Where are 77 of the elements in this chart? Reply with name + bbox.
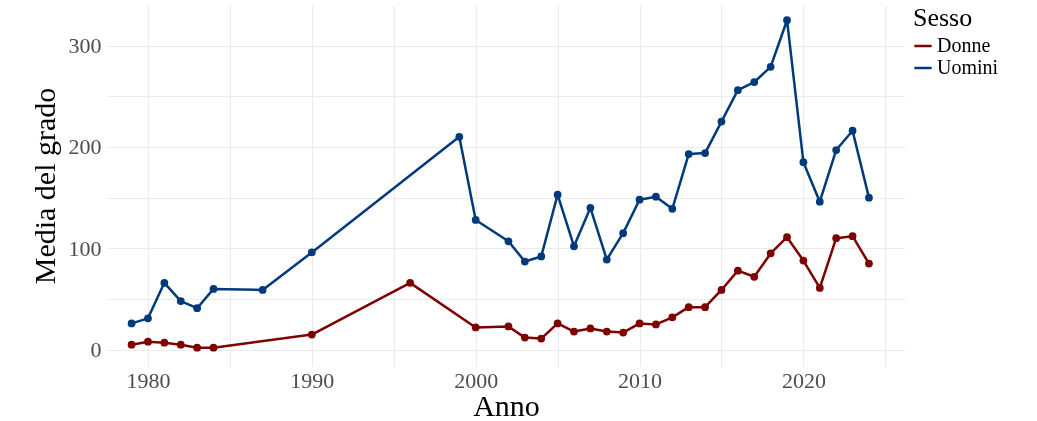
x-tick-label: 2010 xyxy=(618,367,663,393)
point xyxy=(193,304,201,313)
point xyxy=(701,303,709,312)
point xyxy=(717,286,726,294)
point xyxy=(553,190,562,199)
point xyxy=(504,237,513,246)
point xyxy=(652,192,660,201)
y-tick-label: 0 xyxy=(90,337,102,363)
point xyxy=(307,248,316,257)
point xyxy=(783,16,791,25)
point xyxy=(258,286,267,294)
x-tick-label: 1990 xyxy=(290,367,335,393)
point xyxy=(619,229,628,238)
point xyxy=(144,337,152,346)
point xyxy=(717,117,726,126)
point xyxy=(193,343,201,352)
point xyxy=(815,284,824,292)
legend-label: Donne xyxy=(937,34,991,56)
y-axis-title: Media del grado xyxy=(27,87,61,285)
point xyxy=(307,330,316,339)
point xyxy=(733,266,742,275)
point xyxy=(144,314,152,323)
point xyxy=(701,149,709,157)
point xyxy=(848,126,857,135)
point xyxy=(553,319,562,328)
point xyxy=(766,62,775,71)
point xyxy=(586,203,595,212)
point xyxy=(455,132,464,141)
point xyxy=(799,158,808,167)
point xyxy=(848,232,857,241)
point xyxy=(668,313,677,322)
point xyxy=(209,285,218,293)
point xyxy=(520,257,529,266)
point xyxy=(602,327,611,336)
point xyxy=(602,255,611,264)
point xyxy=(832,146,841,154)
point xyxy=(832,234,841,243)
point xyxy=(127,319,136,328)
point xyxy=(504,322,513,331)
point xyxy=(766,249,775,258)
point xyxy=(799,256,808,265)
point xyxy=(570,327,578,336)
point xyxy=(635,319,644,328)
y-tick-label: 300 xyxy=(68,33,102,59)
point xyxy=(176,340,185,349)
point xyxy=(160,278,169,287)
legend-label: Uomini xyxy=(937,56,999,78)
point xyxy=(635,195,644,204)
point xyxy=(127,340,136,349)
point xyxy=(750,78,759,86)
y-tick-label: 200 xyxy=(68,134,102,160)
point xyxy=(160,338,169,347)
x-tick-label: 2020 xyxy=(781,367,826,393)
legend-title: Sesso xyxy=(913,3,973,32)
point xyxy=(537,252,546,261)
point xyxy=(619,328,628,337)
point xyxy=(209,343,218,352)
point xyxy=(865,193,873,202)
point xyxy=(520,333,529,342)
point xyxy=(406,278,415,287)
point xyxy=(684,150,693,158)
point xyxy=(570,242,578,251)
point xyxy=(733,86,742,95)
point xyxy=(537,334,546,343)
point xyxy=(684,303,693,312)
y-tick-label: 100 xyxy=(68,235,102,261)
point xyxy=(668,204,677,213)
point xyxy=(783,233,791,242)
x-tick-label: 1980 xyxy=(126,367,171,393)
point xyxy=(865,259,873,268)
point xyxy=(586,324,595,333)
point xyxy=(750,272,759,281)
point xyxy=(652,320,660,329)
point xyxy=(815,197,824,206)
point xyxy=(176,297,185,305)
point xyxy=(471,216,480,224)
point xyxy=(471,323,480,332)
